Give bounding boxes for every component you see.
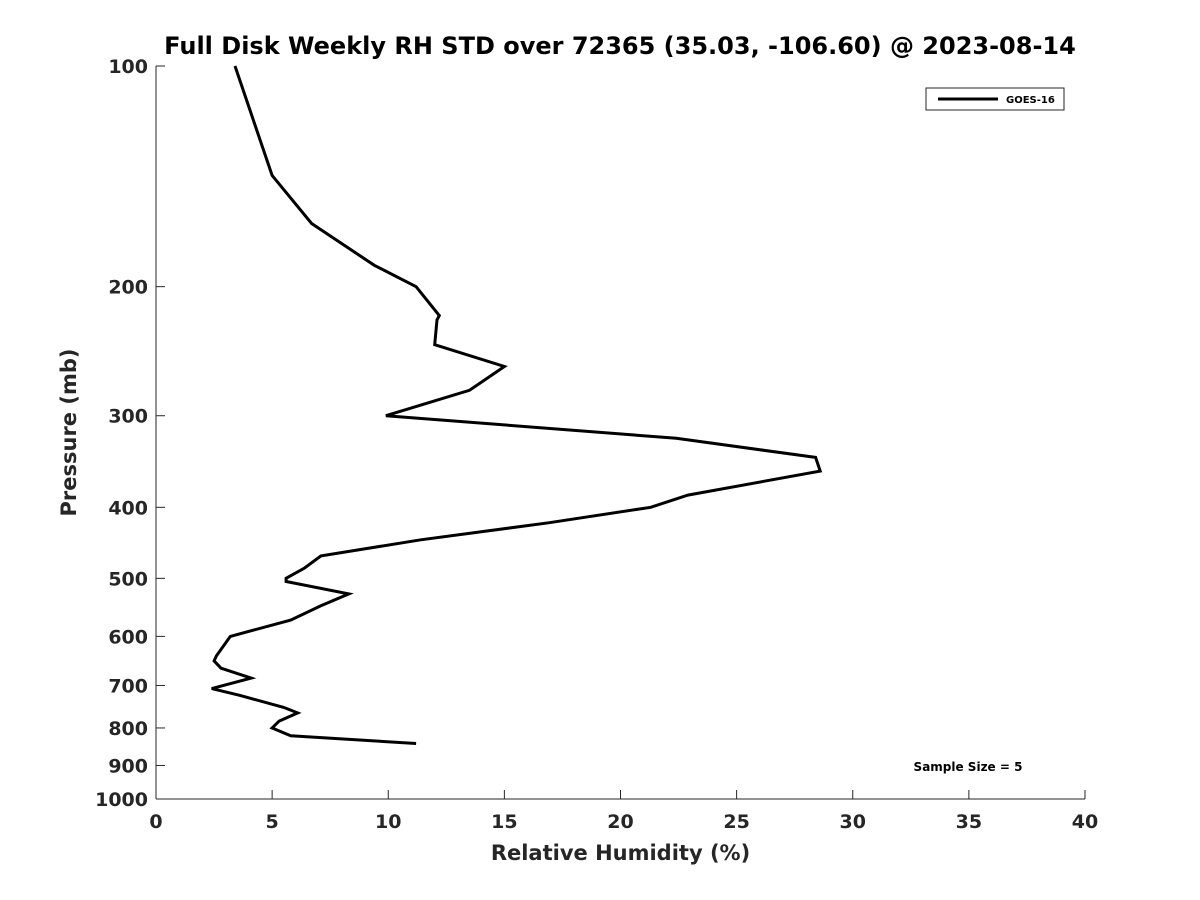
x-axis-label: Relative Humidity (%) bbox=[491, 841, 750, 865]
y-tick-label: 800 bbox=[108, 718, 148, 740]
x-axis-ticks: 0 5 10 15 20 25 30 35 40 bbox=[149, 790, 1098, 833]
y-tick-label: 700 bbox=[108, 675, 148, 697]
y-tick-label: 400 bbox=[108, 497, 148, 519]
y-tick-label: 500 bbox=[108, 568, 148, 590]
y-axis-ticks: 100 200 300 400 500 600 700 800 900 1000 bbox=[95, 56, 165, 811]
x-tick-label: 20 bbox=[607, 811, 633, 833]
x-tick-label: 40 bbox=[1072, 811, 1098, 833]
x-tick-label: 35 bbox=[956, 811, 982, 833]
x-tick-label: 10 bbox=[375, 811, 401, 833]
x-tick-label: 0 bbox=[149, 811, 162, 833]
y-tick-label: 600 bbox=[108, 626, 148, 648]
legend-label-goes-16: GOES-16 bbox=[1006, 95, 1055, 106]
legend: GOES-16 bbox=[925, 87, 1065, 111]
sample-size-annotation: Sample Size = 5 bbox=[914, 760, 1023, 774]
x-tick-label: 15 bbox=[491, 811, 517, 833]
plot-area: 0 5 10 15 20 25 30 35 40 100 200 300 400 500 600 700 80… bbox=[95, 56, 1098, 833]
x-tick-label: 5 bbox=[266, 811, 279, 833]
y-tick-label: 900 bbox=[108, 755, 148, 777]
y-tick-label: 100 bbox=[108, 56, 148, 78]
chart-title: Full Disk Weekly RH STD over 72365 (35.0… bbox=[164, 32, 1076, 60]
series-line-goes-16 bbox=[211, 65, 823, 745]
x-tick-label: 30 bbox=[840, 811, 866, 833]
series-layer bbox=[211, 65, 823, 745]
y-axis-label: Pressure (mb) bbox=[57, 349, 81, 517]
x-tick-label: 25 bbox=[723, 811, 749, 833]
y-tick-label: 300 bbox=[108, 406, 148, 428]
y-tick-label: 200 bbox=[108, 277, 148, 299]
y-tick-label: 1000 bbox=[95, 789, 148, 811]
